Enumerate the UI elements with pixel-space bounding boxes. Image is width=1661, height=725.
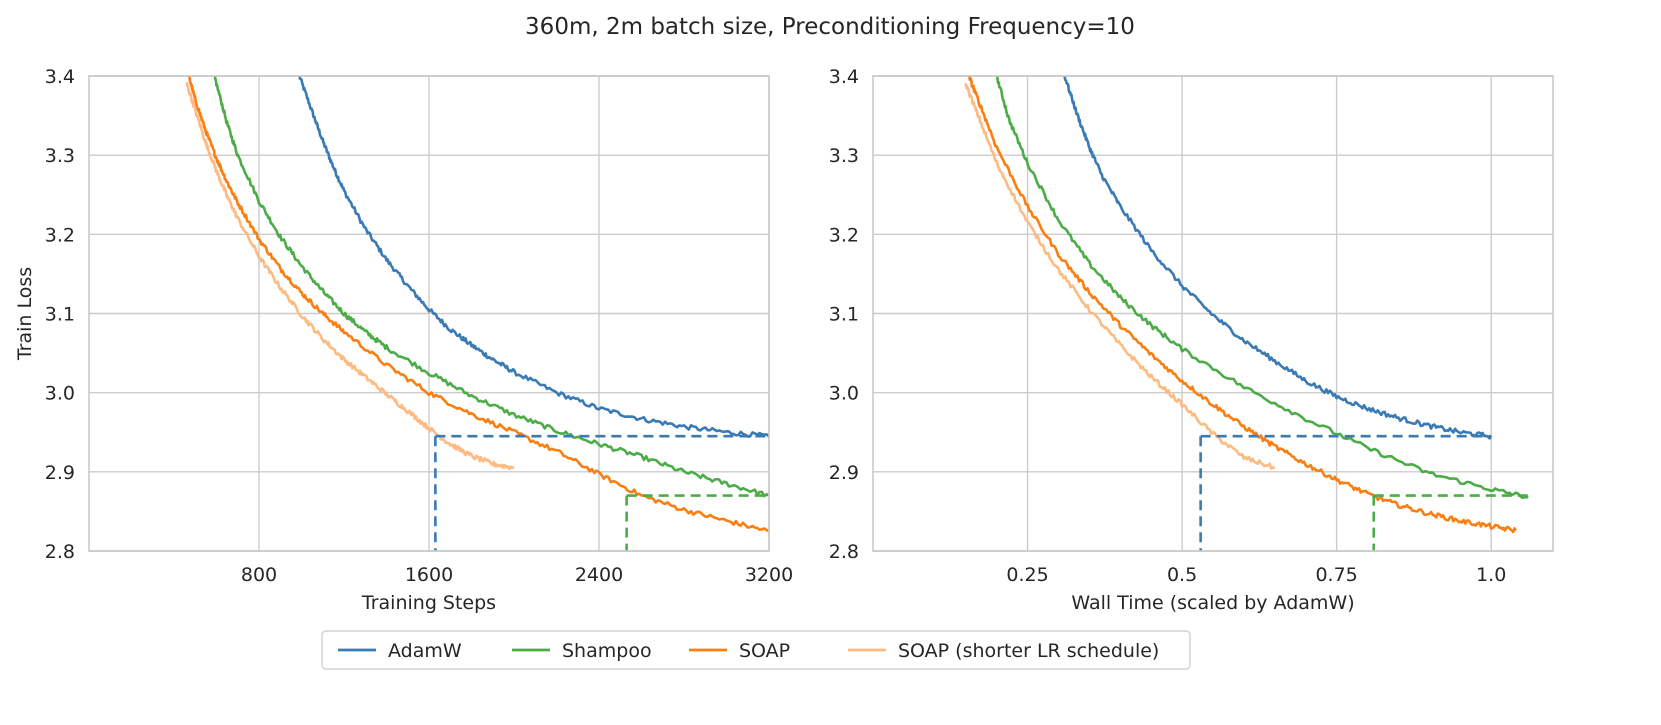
y-tick-label: 3.0 (829, 383, 859, 405)
x-tick-label: 0.5 (1167, 564, 1197, 586)
series-line-soap (187, 76, 769, 533)
y-tick-label: 3.2 (829, 224, 859, 246)
x-tick-label: 1.0 (1476, 564, 1506, 586)
panel-wall-time: 0.25 0.5 0.75 1.0 2.8 2.9 3.0 3.1 3.2 3.3 3.4 Wall … (829, 66, 1554, 614)
series-line-adamw (1063, 76, 1493, 440)
legend-label-shampoo: Shampoo (562, 640, 652, 662)
y-tick-label: 3.1 (829, 304, 859, 326)
x-tick-label: 1600 (405, 564, 453, 586)
y-tick-label: 2.9 (45, 462, 75, 484)
y-tick-label: 3.4 (829, 66, 859, 88)
x-tick-label: 800 (241, 564, 277, 586)
series-line-adamw (298, 76, 769, 438)
y-tick-label: 2.9 (829, 462, 859, 484)
y-tick-label: 3.4 (45, 66, 75, 88)
y-tick-label: 2.8 (829, 541, 859, 563)
plot-frame (872, 75, 1554, 552)
series-line-soap-shorter-lr-schedule (964, 83, 1276, 470)
legend-box (321, 630, 1191, 670)
y-tick-label: 3.2 (45, 224, 75, 246)
y-tick-label: 3.3 (45, 145, 75, 167)
x-axis-label: Wall Time (scaled by AdamW) (1071, 592, 1354, 614)
series-line-shampoo (995, 76, 1529, 499)
x-tick-label: 0.25 (1006, 564, 1048, 586)
y-tick-label: 3.0 (45, 383, 75, 405)
y-axis-label: Train Loss (14, 267, 36, 361)
plot-frame (88, 75, 770, 552)
legend-label-adamw: AdamW (388, 640, 462, 662)
x-axis-label: Training Steps (361, 592, 496, 614)
figure-title: 360m, 2m batch size, Preconditioning Fre… (525, 14, 1135, 40)
y-tick-label: 3.3 (829, 145, 859, 167)
legend-label-soap-shorter-lr-schedule: SOAP (shorter LR schedule) (898, 640, 1159, 662)
series-line-soap (968, 76, 1517, 534)
y-tick-label: 3.1 (45, 304, 75, 326)
panel-training-steps: 800 1600 2400 3200 2.8 2.9 3.0 3.1 3.2 3.3 3.4 Trai… (14, 66, 793, 614)
series-line-shampoo (213, 76, 769, 498)
y-tick-label: 2.8 (45, 541, 75, 563)
series-line-soap-shorter-lr-schedule (185, 82, 515, 471)
legend: AdamW Shampoo SOAP SOAP (shorter LR schedul… (321, 630, 1191, 670)
x-tick-label: 3200 (745, 564, 793, 586)
legend-label-soap: SOAP (739, 640, 790, 662)
x-tick-label: 2400 (575, 564, 623, 586)
x-tick-label: 0.75 (1315, 564, 1357, 586)
